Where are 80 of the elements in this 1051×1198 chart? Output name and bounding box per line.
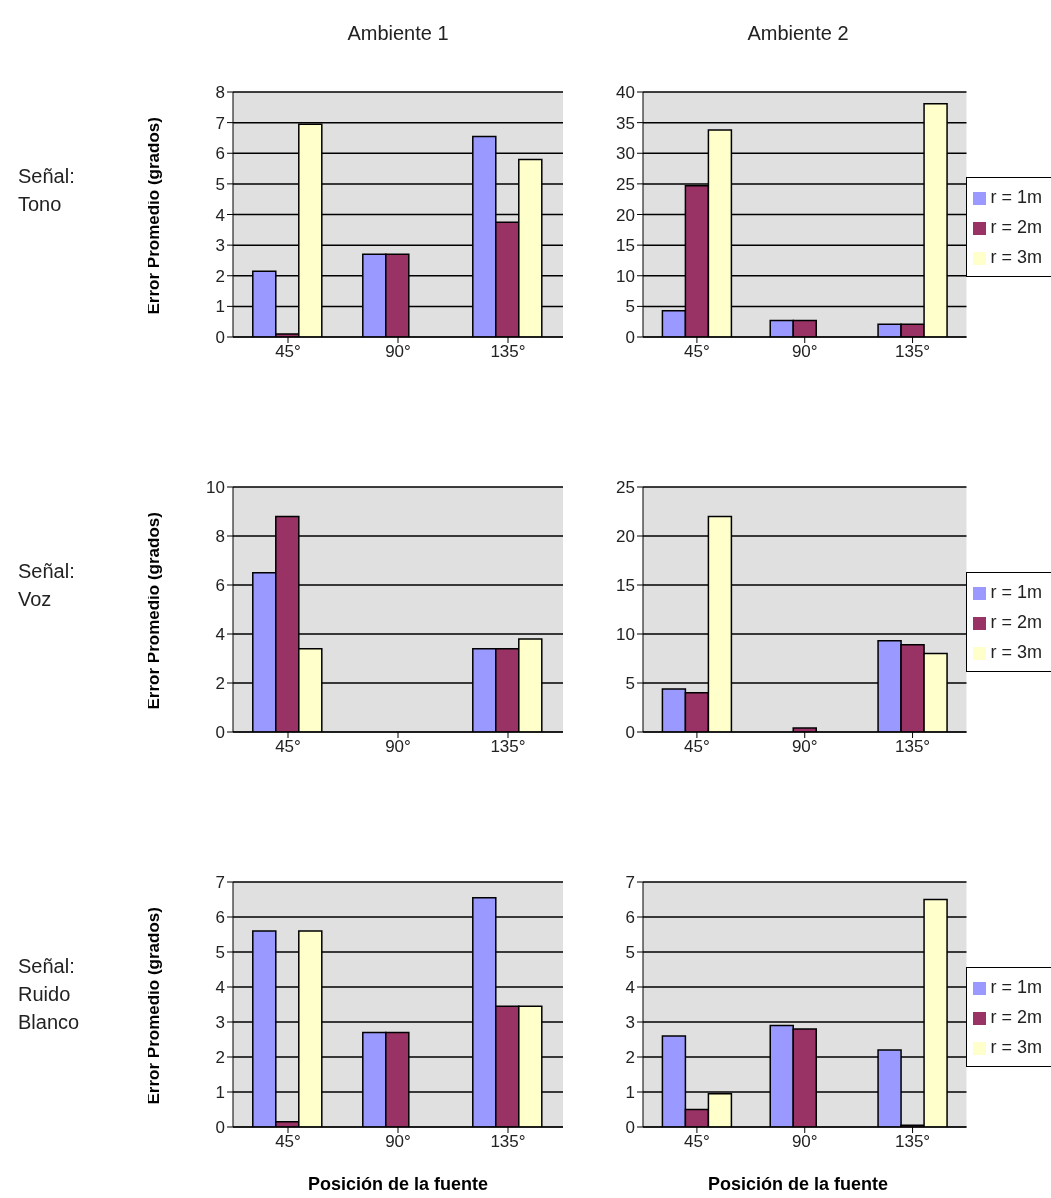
x-tick-label: 45° (684, 342, 710, 362)
x-tick-label: 90° (385, 737, 411, 757)
y-tick-label: 1 (215, 297, 225, 317)
y-tick-label: 4 (625, 978, 635, 998)
x-tick-label: 45° (684, 737, 710, 757)
y-tick-label: 2 (625, 1048, 635, 1068)
y-tick-label: 2 (215, 266, 225, 286)
y-tick-label: 0 (625, 328, 635, 348)
y-tick-label: 10 (616, 266, 635, 286)
y-tick-label: 0 (215, 328, 225, 348)
x-tick-label: 45° (275, 737, 301, 757)
y-tick-label: 7 (215, 113, 225, 133)
y-tick-label: 40 (616, 83, 635, 103)
legend-label: r = 3m (990, 642, 1042, 662)
x-tick-label: 135° (894, 737, 931, 757)
x-tick-label: 45° (275, 1132, 301, 1152)
y-tick-label: 4 (215, 205, 225, 225)
y-tick-label: 15 (616, 576, 635, 596)
y-tick-label: 35 (616, 113, 635, 133)
x-tick-label: 135° (490, 1132, 526, 1152)
legend-label: r = 1m (990, 977, 1042, 997)
x-tick-label: 90° (791, 737, 818, 757)
x-tick-label: 90° (791, 1132, 818, 1152)
x-tick-label: 135° (894, 342, 931, 362)
y-tick-label: 0 (215, 723, 225, 743)
x-tick-label: 90° (791, 342, 818, 362)
y-tick-label: 20 (616, 527, 635, 547)
y-tick-label: 8 (215, 527, 225, 547)
y-tick-label: 6 (215, 576, 225, 596)
legend-label: r = 3m (990, 247, 1042, 267)
y-tick-label: 5 (625, 297, 635, 317)
legend-label: r = 1m (990, 582, 1042, 602)
legend-label: r = 2m (990, 1007, 1042, 1027)
legend-label: r = 2m (990, 612, 1042, 632)
x-tick-label: 135° (490, 342, 526, 362)
y-tick-label: 2 (215, 674, 225, 694)
text: Señal: Ruido Blanco (18, 955, 80, 1033)
y-tick-label: 0 (625, 723, 635, 743)
legend-label: r = 2m (990, 217, 1042, 237)
y-tick-label: 4 (215, 978, 225, 998)
y-tick-label: 5 (625, 674, 635, 694)
y-tick-label: 0 (625, 1118, 635, 1138)
y-tick-label: 4 (215, 625, 225, 645)
y-tick-label: 3 (215, 236, 225, 256)
y-tick-label: 8 (215, 83, 225, 103)
y-tick-label: 6 (215, 144, 225, 164)
y-tick-label: 0 (215, 1118, 225, 1138)
y-tick-label: 5 (215, 174, 225, 194)
y-tick-label: 15 (616, 236, 635, 256)
y-tick-label: 1 (625, 1083, 635, 1103)
y-tick-label: 30 (616, 144, 635, 164)
chart-title: Ambiente 1 (346, 22, 450, 45)
y-tick-label: 1 (215, 1083, 225, 1103)
x-axis-title: Posición de la fuente (706, 1174, 889, 1195)
chart-title: Ambiente 2 (746, 22, 850, 45)
x-tick-label: 45° (684, 1132, 710, 1152)
y-tick-label: 6 (215, 908, 225, 928)
y-tick-label: 20 (616, 205, 635, 225)
y-tick-label: 10 (616, 625, 635, 645)
text: Señal: Voz (18, 560, 75, 610)
text: Señal: Tono (18, 165, 75, 215)
y-tick-label: 3 (625, 1013, 635, 1033)
x-axis-title: Posición de la fuente (306, 1174, 489, 1195)
legend-label: r = 3m (990, 1037, 1042, 1057)
y-tick-label: 7 (625, 873, 635, 893)
x-tick-label: 135° (894, 1132, 931, 1152)
y-tick-label: 5 (215, 943, 225, 963)
y-tick-label: 25 (616, 174, 635, 194)
y-tick-label: 6 (625, 908, 635, 928)
x-tick-label: 45° (275, 342, 301, 362)
y-tick-label: 10 (206, 478, 225, 498)
x-tick-label: 135° (490, 737, 526, 757)
x-tick-label: 90° (385, 1132, 411, 1152)
y-tick-label: 2 (215, 1048, 225, 1068)
legend-label: r = 1m (990, 187, 1042, 207)
y-tick-label: 7 (215, 873, 225, 893)
y-tick-label: 25 (616, 478, 635, 498)
x-tick-label: 90° (385, 342, 411, 362)
y-tick-label: 3 (215, 1013, 225, 1033)
y-tick-label: 5 (625, 943, 635, 963)
